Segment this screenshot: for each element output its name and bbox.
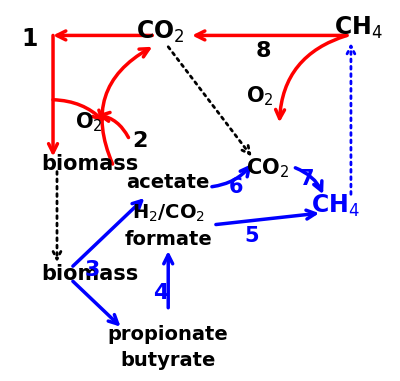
Text: 8: 8	[256, 40, 271, 61]
Text: 6: 6	[228, 177, 243, 197]
Text: biomass: biomass	[41, 264, 138, 284]
Text: butyrate: butyrate	[120, 351, 216, 370]
Text: acetate: acetate	[126, 173, 210, 192]
Text: O$_2$: O$_2$	[246, 84, 274, 108]
Text: 7: 7	[300, 169, 314, 189]
Text: H$_2$/CO$_2$: H$_2$/CO$_2$	[132, 203, 205, 224]
Text: 5: 5	[244, 226, 259, 246]
Text: CO$_2$: CO$_2$	[136, 19, 184, 45]
Text: CO$_2$: CO$_2$	[246, 156, 289, 179]
Text: 1: 1	[21, 27, 37, 51]
Text: 2: 2	[133, 131, 148, 151]
Text: 4: 4	[152, 283, 168, 303]
Text: CH$_4$: CH$_4$	[311, 192, 360, 219]
Text: O$_2$: O$_2$	[75, 110, 103, 134]
Text: propionate: propionate	[108, 325, 228, 344]
Text: formate: formate	[124, 230, 212, 249]
Text: biomass: biomass	[41, 154, 138, 174]
Text: CH$_4$: CH$_4$	[334, 15, 383, 41]
Text: 3: 3	[85, 260, 100, 280]
